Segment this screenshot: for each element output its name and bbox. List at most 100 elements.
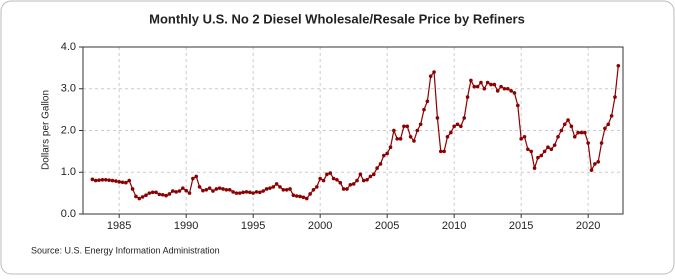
data-point	[606, 122, 611, 127]
data-point	[509, 89, 513, 93]
data-point	[603, 126, 607, 131]
data-point	[593, 162, 597, 166]
data-point	[268, 186, 272, 190]
data-point	[613, 95, 617, 99]
data-point	[526, 147, 530, 152]
data-point	[184, 188, 188, 193]
data-point	[479, 80, 483, 85]
x-tick-label: 2020	[576, 220, 600, 232]
data-point	[301, 195, 306, 200]
series-line	[92, 65, 619, 200]
data-point	[435, 116, 440, 120]
data-point	[455, 122, 460, 127]
data-point	[546, 145, 550, 149]
data-point	[181, 186, 185, 190]
data-point	[579, 130, 584, 135]
data-point	[137, 196, 142, 201]
data-point	[375, 166, 379, 170]
data-point	[308, 192, 312, 196]
data-point	[177, 189, 182, 193]
plot-area	[82, 46, 624, 215]
data-point	[556, 134, 560, 139]
data-point	[485, 80, 490, 85]
data-point	[271, 185, 276, 189]
y-axis-label: Dollars per Gallon	[41, 90, 52, 170]
data-point	[438, 149, 443, 154]
data-point	[569, 124, 574, 129]
data-point	[539, 153, 544, 158]
data-point	[499, 84, 503, 89]
data-point	[241, 190, 245, 195]
data-point	[361, 178, 366, 183]
data-point	[97, 178, 101, 182]
data-point	[495, 89, 500, 93]
data-point	[519, 137, 523, 141]
data-point	[160, 192, 165, 197]
data-point	[522, 134, 527, 139]
data-point	[167, 192, 172, 196]
data-point	[103, 177, 108, 182]
y-tick-label: 0.0	[61, 208, 76, 220]
data-point	[331, 176, 336, 181]
data-point	[117, 180, 121, 184]
data-point	[516, 103, 520, 108]
x-tick-label: 1990	[174, 220, 198, 232]
data-point	[291, 193, 296, 198]
data-point	[207, 186, 212, 190]
data-point	[164, 193, 168, 198]
data-point	[335, 177, 339, 182]
data-point	[338, 180, 343, 185]
data-point	[284, 187, 289, 192]
data-point	[472, 84, 477, 89]
data-point	[355, 178, 359, 183]
data-point	[562, 122, 567, 127]
x-tick-label: 1985	[107, 220, 131, 232]
data-point	[221, 187, 225, 191]
data-point	[224, 187, 229, 192]
data-point	[294, 194, 299, 198]
data-point	[529, 149, 534, 154]
data-point	[227, 187, 232, 192]
data-point	[231, 190, 235, 194]
data-point	[110, 178, 115, 183]
data-point	[114, 179, 118, 183]
data-point	[197, 185, 202, 189]
data-point	[559, 128, 564, 133]
data-point	[90, 177, 95, 182]
x-tick-label: 2010	[442, 220, 466, 232]
data-point	[388, 145, 393, 149]
data-point	[264, 187, 269, 191]
data-point	[392, 128, 396, 133]
data-point	[492, 82, 497, 87]
data-point	[599, 141, 604, 145]
data-point	[234, 191, 239, 195]
data-point	[211, 189, 215, 193]
data-point	[378, 162, 383, 166]
data-point	[154, 190, 158, 195]
data-point	[321, 178, 326, 183]
data-point	[365, 177, 369, 182]
data-point	[204, 187, 209, 192]
data-point	[449, 130, 453, 135]
data-point	[248, 190, 252, 195]
y-tick-label: 2.0	[61, 124, 76, 136]
data-point	[261, 189, 266, 193]
data-point	[127, 178, 132, 183]
data-point	[345, 187, 349, 191]
data-point	[465, 95, 470, 99]
data-point	[120, 180, 125, 185]
data-point	[552, 143, 557, 147]
data-point	[542, 149, 547, 154]
data-point	[325, 172, 329, 177]
data-point	[395, 137, 400, 141]
data-point	[502, 86, 507, 91]
data-point	[576, 130, 580, 135]
data-point	[150, 190, 155, 195]
chart-title: Monthly U.S. No 2 Diesel Wholesale/Resal…	[149, 11, 525, 26]
data-point	[402, 124, 406, 129]
data-point	[505, 86, 510, 91]
data-point	[144, 193, 148, 198]
data-point	[351, 182, 356, 186]
data-point	[107, 178, 111, 182]
